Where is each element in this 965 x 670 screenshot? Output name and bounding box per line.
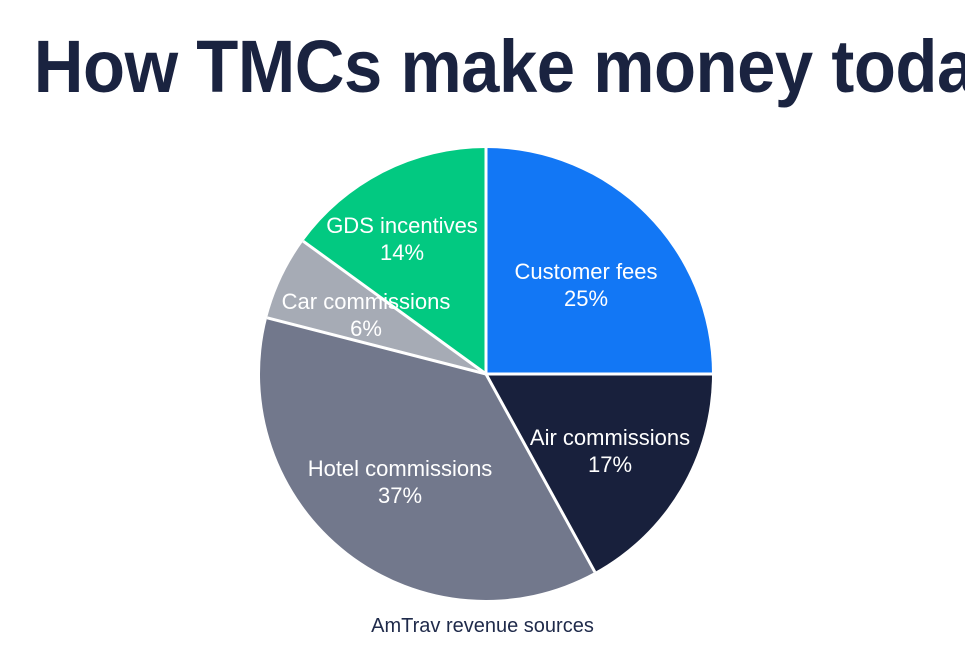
pie-slice-separator (484, 373, 597, 573)
pie-slice-separator (266, 316, 487, 376)
pie-slice (267, 241, 486, 374)
pie-slice (486, 148, 712, 374)
pie-slice (259, 317, 595, 601)
chart-caption: AmTrav revenue sources (371, 615, 594, 637)
page-title: How TMCs make money today (33, 25, 965, 108)
pie-slice-separator (302, 239, 487, 376)
pie-slice (303, 148, 486, 374)
pie-slice (486, 374, 712, 573)
